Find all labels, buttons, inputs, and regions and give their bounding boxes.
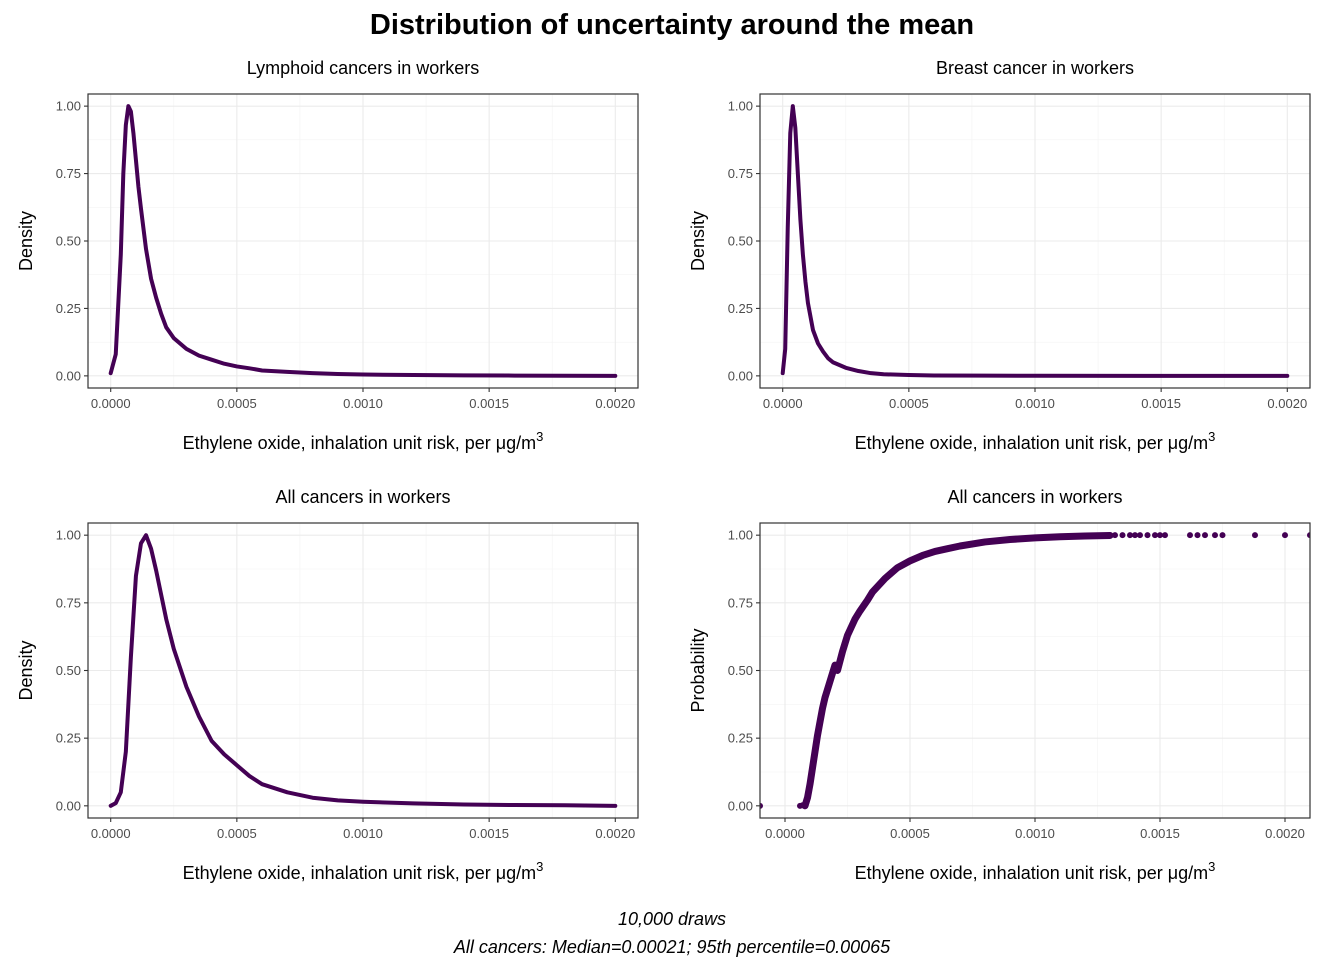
y-tick-label: 1.00 [56, 99, 81, 114]
y-tick-label: 1.00 [728, 528, 753, 543]
ecdf-point [1137, 532, 1143, 539]
x-tick-label: 0.0015 [1140, 826, 1180, 841]
ecdf-point [1112, 532, 1118, 539]
y-axis-label: Density [16, 640, 36, 700]
y-tick-label: 1.00 [728, 99, 753, 114]
y-tick-label: 0.50 [56, 234, 81, 249]
ecdf-point [1152, 532, 1158, 539]
y-tick-label: 0.25 [56, 301, 81, 316]
panel-title: Lymphoid cancers in workers [247, 58, 479, 78]
x-tick-label: 0.0005 [217, 826, 257, 841]
plot-area [108, 104, 618, 378]
figure-title: Distribution of uncertainty around the m… [370, 9, 974, 41]
panel-title: Breast cancer in workers [936, 58, 1134, 78]
density-line [780, 104, 1290, 378]
x-tick-label: 0.0015 [469, 396, 509, 411]
ecdf-point [1194, 532, 1201, 539]
plot-area [108, 533, 618, 808]
x-tick-label: 0.0010 [343, 826, 383, 841]
ecdf-point [1307, 532, 1310, 539]
y-axis-label: Density [16, 211, 36, 271]
y-tick-label: 0.75 [56, 595, 81, 610]
chart-panel-1: 0.0000 0.0005 0.0010 0.0015 0.0020 0.00 0.25 0.… [16, 58, 639, 453]
panel-title: All cancers in workers [947, 487, 1122, 507]
ecdf-point [1107, 532, 1113, 539]
x-tick-label: 0.0020 [595, 826, 635, 841]
panel-border [87, 522, 639, 819]
x-axis-label: Ethylene oxide, inhalation unit risk, pe… [183, 859, 544, 883]
y-tick-label: 0.25 [728, 731, 753, 746]
ecdf-point [1127, 532, 1133, 539]
ecdf-point [1252, 532, 1258, 539]
x-tick-label: 0.0010 [1015, 826, 1055, 841]
chart-panel-4: 0.0000 0.0005 0.0010 0.0015 0.0020 0.00 0.25 0.… [688, 487, 1311, 883]
y-tick-label: 0.75 [728, 595, 753, 610]
y-tick-label: 0.00 [56, 368, 81, 383]
x-tick-label: 0.0010 [1015, 396, 1055, 411]
x-tick-label: 0.0020 [595, 396, 635, 411]
ecdf-point [1212, 532, 1218, 539]
panel-border [87, 93, 639, 389]
x-tick-label: 0.0000 [765, 826, 805, 841]
ecdf-point [1157, 532, 1163, 539]
y-tick-label: 1.00 [56, 528, 81, 543]
x-tick-label: 0.0000 [763, 396, 803, 411]
y-tick-label: 0.50 [56, 663, 81, 678]
ecdf-point [1162, 532, 1168, 539]
y-tick-label: 0.00 [728, 368, 753, 383]
ecdf-point [1219, 532, 1226, 539]
caption-summary: All cancers: Median=0.00021; 95th percen… [453, 937, 891, 957]
y-axis-label: Probability [688, 628, 708, 712]
y-tick-label: 0.00 [56, 798, 81, 813]
plot-area [780, 104, 1290, 378]
chart-panel-3: 0.0000 0.0005 0.0010 0.0015 0.0020 0.00 0.25 0.… [16, 487, 639, 883]
x-tick-label: 0.0015 [1141, 396, 1181, 411]
y-axis-label: Density [688, 211, 708, 271]
x-tick-label: 0.0020 [1267, 396, 1307, 411]
panel-title: All cancers in workers [275, 487, 450, 507]
ecdf-point [1187, 532, 1193, 539]
density-line [108, 533, 618, 808]
x-axis-label: Ethylene oxide, inhalation unit risk, pe… [855, 429, 1216, 453]
x-tick-label: 0.0005 [217, 396, 257, 411]
x-tick-label: 0.0015 [469, 826, 509, 841]
ecdf-point [1202, 532, 1208, 539]
density-line [108, 104, 618, 378]
x-axis-label: Ethylene oxide, inhalation unit risk, pe… [855, 859, 1216, 883]
x-tick-label: 0.0020 [1265, 826, 1305, 841]
x-tick-label: 0.0005 [889, 396, 929, 411]
chart-panel-2: 0.0000 0.0005 0.0010 0.0015 0.0020 0.00 0.25 0.… [688, 58, 1311, 453]
x-tick-label: 0.0005 [890, 826, 930, 841]
y-tick-label: 0.25 [728, 301, 753, 316]
ecdf-point [1144, 532, 1151, 539]
ecdf-curve [801, 531, 1114, 810]
y-tick-label: 0.25 [56, 731, 81, 746]
plot-area [760, 531, 1310, 810]
caption-draws: 10,000 draws [618, 909, 726, 929]
x-tick-label: 0.0000 [91, 396, 131, 411]
ecdf-point [1282, 532, 1288, 539]
ecdf-point [1132, 532, 1138, 539]
y-tick-label: 0.00 [728, 798, 753, 813]
y-tick-label: 0.75 [728, 166, 753, 181]
ecdf-point [1119, 532, 1126, 539]
y-tick-label: 0.75 [56, 166, 81, 181]
panel-border [759, 522, 1311, 819]
ecdf-point [760, 802, 763, 809]
y-tick-label: 0.50 [728, 234, 753, 249]
panel-border [759, 93, 1311, 389]
y-tick-label: 0.50 [728, 663, 753, 678]
x-tick-label: 0.0000 [91, 826, 131, 841]
x-axis-label: Ethylene oxide, inhalation unit risk, pe… [183, 429, 544, 453]
x-tick-label: 0.0010 [343, 396, 383, 411]
ecdf-point [799, 802, 806, 809]
